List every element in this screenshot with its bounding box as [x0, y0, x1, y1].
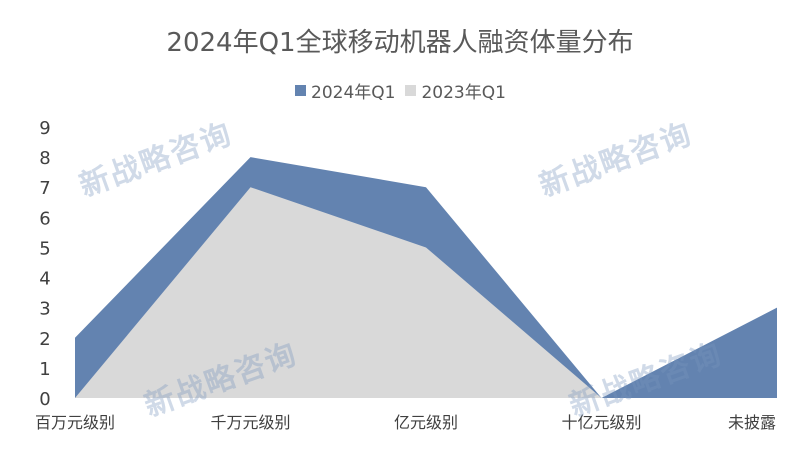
y-tick-label: 2 [39, 329, 50, 350]
y-tick-label: 5 [39, 238, 50, 259]
area-series-1 [75, 187, 777, 398]
x-tick-label: 百万元级别 [35, 413, 115, 432]
y-tick-label: 3 [39, 299, 50, 320]
x-tick-label: 未披露 [728, 413, 776, 432]
legend-swatch [405, 85, 417, 96]
y-tick-label: 1 [39, 359, 50, 380]
legend-item-2023: 2023年Q1 [405, 78, 506, 103]
y-tick-label: 8 [39, 148, 50, 169]
legend-label: 2023年Q1 [421, 83, 506, 103]
x-tick-label: 千万元级别 [210, 413, 290, 432]
legend-label: 2024年Q1 [311, 83, 396, 103]
legend-item-2024: 2024年Q1 [295, 78, 395, 103]
legend-swatch [295, 85, 306, 96]
y-tick-label: 0 [39, 389, 50, 410]
y-tick-label: 9 [39, 118, 50, 139]
y-tick-label: 4 [39, 269, 50, 290]
y-tick-label: 7 [39, 178, 50, 199]
chart-title: 2024年Q1全球移动机器人融资体量分布 [166, 28, 634, 58]
legend: 2024年Q1 2023年Q1 [295, 78, 506, 103]
x-tick-label: 十亿元级别 [561, 413, 641, 432]
y-tick-label: 6 [39, 208, 50, 229]
x-tick-label: 亿元级别 [394, 413, 458, 432]
